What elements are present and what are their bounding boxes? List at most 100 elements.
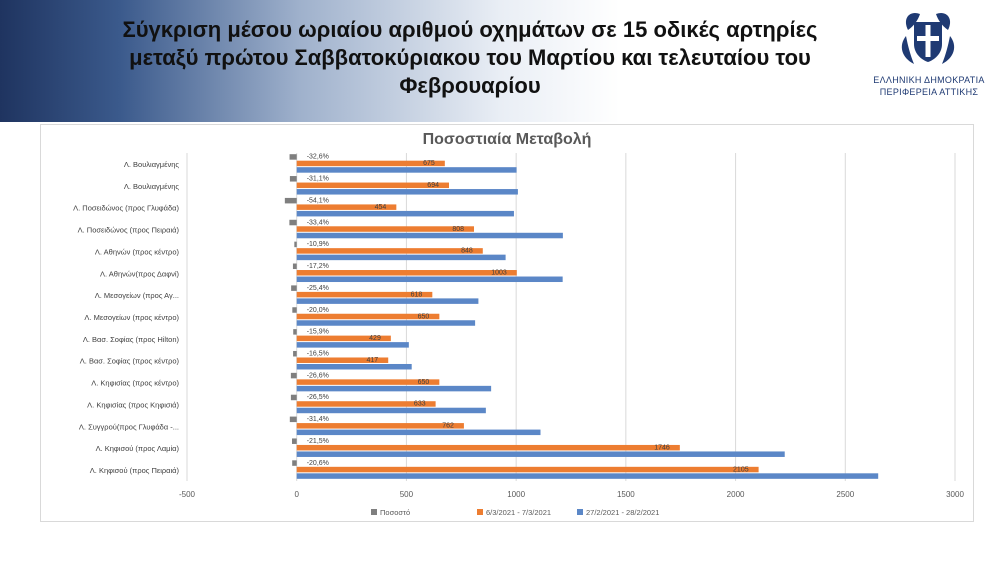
bar-march: [296, 444, 680, 451]
bar-percentage: [284, 197, 297, 204]
bar-march: [296, 357, 389, 363]
bar-february: [296, 189, 518, 195]
data-label: -17,2%: [307, 263, 329, 270]
header-band: [0, 0, 1000, 122]
x-tick-label: 1500: [617, 490, 635, 499]
data-label: 1746: [654, 444, 670, 451]
bar-february: [296, 320, 476, 326]
bar-percentage: [289, 154, 297, 160]
category-label: Λ. Βουλιαγμένης: [124, 160, 180, 169]
data-label: 675: [423, 160, 435, 167]
data-label: 429: [369, 335, 381, 342]
data-label: -31,4%: [307, 416, 329, 423]
slide-title-line-2: μεταξύ πρώτου Σαββατοκύριακου του Μαρτίο…: [129, 45, 811, 70]
bar-february: [296, 276, 563, 283]
category-label: Λ. Βουλιαγμένης: [124, 182, 180, 191]
bar-march: [296, 160, 445, 167]
bar-february: [296, 473, 879, 479]
bar-chart: -500 0 500 1000 1500 2000 2500 3000 Λ. Βουλιαγμέ…: [73, 153, 964, 517]
bar-percentage: [289, 176, 297, 182]
category-label: Λ. Βασ. Σοφίας (προς κέντρο): [80, 357, 180, 366]
x-tick-label: 500: [400, 490, 414, 499]
bar-percentage: [291, 438, 297, 444]
bar-percentage: [291, 285, 297, 291]
category-label: Λ. Συγγρού(προς Γλυφάδα -...: [79, 422, 179, 431]
x-tick-label: 3000: [946, 490, 964, 499]
data-label: 650: [418, 313, 430, 320]
data-label: -21,5%: [307, 438, 329, 445]
bar-february: [296, 254, 506, 261]
bar-march: [296, 466, 759, 473]
x-tick-label: 2500: [836, 490, 854, 499]
bar-march: [296, 248, 483, 254]
greek-coat-of-arms-icon: [901, 12, 955, 64]
bar-percentage: [292, 263, 297, 270]
legend-label: 6/3/2021 - 7/3/2021: [486, 508, 551, 517]
bar-march: [296, 291, 433, 298]
legend-swatch: [371, 509, 377, 515]
bar-percentage: [292, 460, 297, 466]
data-label: 650: [418, 379, 430, 386]
bar-february: [296, 429, 541, 436]
data-label: -16,5%: [307, 350, 329, 357]
bar-percentage: [293, 350, 297, 357]
data-label: -26,5%: [307, 394, 329, 401]
logo-text: ΕΛΛΗΝΙΚΗ ΔΗΜΟΚΡΑΤΙΑ ΠΕΡΙΦΕΡΕΙΑ ΑΤΤΙΚΗΣ: [862, 74, 996, 98]
bar-march: [296, 423, 464, 429]
data-label: 417: [367, 357, 379, 364]
bar-february: [296, 232, 563, 239]
category-label: Λ. Μεσογείων (προς Αγ...: [95, 291, 179, 300]
legend-label: 27/2/2021 - 28/2/2021: [586, 508, 659, 517]
bar-march: [296, 204, 397, 210]
bar-percentage: [294, 241, 297, 248]
data-label: -20,0%: [307, 307, 329, 314]
data-label: -33,4%: [307, 219, 329, 226]
category-label: Λ. Κηφισίας (προς Κηφισιά): [87, 400, 179, 409]
x-tick-label: 1000: [507, 490, 525, 499]
logo-line-1: ΕΛΛΗΝΙΚΗ ΔΗΜΟΚΡΑΤΙΑ: [873, 75, 985, 85]
data-label: 454: [375, 204, 387, 211]
data-label: -10,9%: [307, 241, 329, 248]
logo-line-2: ΠΕΡΙΦΕΡΕΙΑ ΑΤΤΙΚΗΣ: [879, 87, 979, 97]
category-label: Λ. Κηφισού (προς Πειραιά): [90, 466, 180, 475]
slide-title-line-1: Σύγκριση μέσου ωριαίου αριθμού οχημάτων …: [122, 17, 818, 42]
data-label: -26,6%: [307, 372, 329, 379]
legend-label: Ποσοστό: [380, 508, 410, 517]
category-label: Λ. Μεσογείων (προς κέντρο): [84, 313, 179, 322]
bar-percentage: [293, 329, 297, 335]
bar-march: [296, 182, 449, 189]
bar-percentage: [292, 307, 297, 313]
category-label: Λ. Κηφισού (προς Λαμία): [96, 444, 180, 453]
bar-march: [296, 226, 475, 232]
chart-title: Ποσοστιαία Μεταβολή: [422, 131, 592, 148]
category-label: Λ. Αθηνών(προς Δαφνί): [100, 269, 179, 278]
bar-february: [296, 298, 479, 304]
legend-swatch: [577, 509, 583, 515]
category-label: Λ. Κηφισίας (προς κέντρο): [91, 379, 179, 388]
bar-february: [296, 167, 517, 173]
bar-percentage: [290, 394, 297, 401]
bar-february: [296, 342, 409, 348]
data-label: 762: [442, 423, 454, 430]
slide-title-line-3: Φεβρουαρίου: [399, 73, 541, 98]
data-label: -20,6%: [307, 460, 329, 467]
bar-march: [296, 401, 436, 407]
data-label: 808: [452, 226, 464, 233]
bar-february: [296, 385, 492, 392]
bar-march: [296, 313, 440, 320]
data-label: 618: [411, 291, 423, 298]
category-label: Λ. Βασ. Σοφίας (προς Hilton): [83, 335, 180, 344]
data-label: 2105: [733, 466, 749, 473]
bar-march: [296, 379, 440, 385]
data-label: -15,9%: [307, 329, 329, 336]
x-tick-label: 2000: [727, 490, 745, 499]
slide-title: Σύγκριση μέσου ωριαίου αριθμού οχημάτων …: [60, 16, 880, 100]
bar-percentage: [289, 416, 297, 423]
category-label: Λ. Ποσειδώνος (προς Πειραιά): [78, 226, 180, 235]
x-tick-label: -500: [179, 490, 196, 499]
category-label: Λ. Αθηνών (προς κέντρο): [95, 247, 180, 256]
data-label: 1003: [491, 270, 507, 277]
legend-swatch: [477, 509, 483, 515]
bar-percentage: [289, 219, 297, 226]
bar-february: [296, 210, 514, 217]
